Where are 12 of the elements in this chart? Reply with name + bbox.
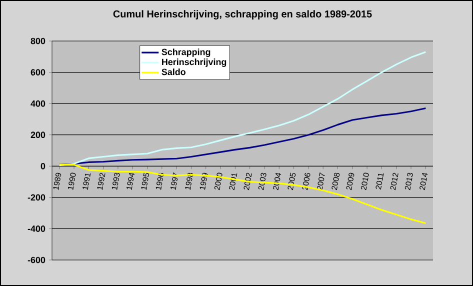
- legend-label: Herinschrijving: [162, 58, 226, 67]
- chart-title: Cumul Herinschrijving, schrapping en saldo 1989-2015: [113, 10, 372, 20]
- y-tick-label: 0: [40, 162, 46, 170]
- y-tick-label: 400: [30, 100, 46, 107]
- y-tick-label: 600: [30, 69, 46, 76]
- y-tick-label: -200: [28, 194, 46, 201]
- legend-label: Schrapping: [162, 48, 210, 57]
- y-tick-label: 800: [30, 38, 46, 44]
- legend-label: Saldo: [162, 68, 186, 76]
- y-tick-label: 200: [30, 132, 46, 138]
- y-tick-label: -600: [28, 256, 46, 264]
- y-tick-label: -400: [28, 226, 46, 232]
